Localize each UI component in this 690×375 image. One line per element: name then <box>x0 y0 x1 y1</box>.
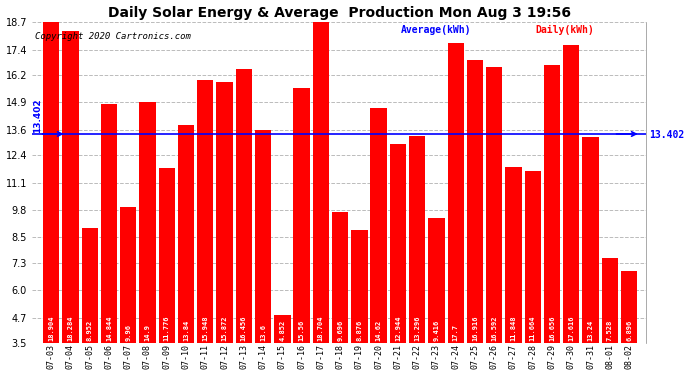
Text: 13.6: 13.6 <box>260 324 266 340</box>
Bar <box>313 22 329 343</box>
Bar <box>486 67 502 343</box>
Text: 14.9: 14.9 <box>144 324 150 340</box>
Bar <box>448 43 464 343</box>
Text: 13.296: 13.296 <box>414 315 420 340</box>
Bar <box>217 82 233 343</box>
Bar <box>505 167 522 343</box>
Text: 4.852: 4.852 <box>279 319 286 340</box>
Text: Daily(kWh): Daily(kWh) <box>536 26 595 35</box>
Text: 12.944: 12.944 <box>395 315 401 340</box>
Bar <box>563 45 580 343</box>
Bar <box>371 108 387 343</box>
Bar <box>409 136 425 343</box>
Text: 13.24: 13.24 <box>588 319 593 340</box>
Text: 16.592: 16.592 <box>491 315 497 340</box>
Text: 13.84: 13.84 <box>183 319 189 340</box>
Bar <box>602 258 618 343</box>
Text: Copyright 2020 Cartronics.com: Copyright 2020 Cartronics.com <box>35 32 191 41</box>
Bar <box>159 168 175 343</box>
Bar <box>293 88 310 343</box>
Text: 18.704: 18.704 <box>318 315 324 340</box>
Text: 6.896: 6.896 <box>626 319 632 340</box>
Text: 8.876: 8.876 <box>357 319 362 340</box>
Bar <box>544 65 560 343</box>
Text: 14.62: 14.62 <box>375 319 382 340</box>
Text: 13.402: 13.402 <box>33 98 42 133</box>
Text: 11.664: 11.664 <box>530 315 535 340</box>
Text: 17.7: 17.7 <box>453 324 459 340</box>
Text: 17.616: 17.616 <box>569 315 574 340</box>
Text: 11.848: 11.848 <box>511 315 517 340</box>
Bar <box>351 230 368 343</box>
Bar <box>428 218 444 343</box>
Text: 16.916: 16.916 <box>472 315 478 340</box>
Text: 9.96: 9.96 <box>125 324 131 340</box>
Bar <box>101 104 117 343</box>
Bar <box>621 272 638 343</box>
Text: 14.844: 14.844 <box>106 315 112 340</box>
Bar <box>197 80 213 343</box>
Bar <box>62 31 79 343</box>
Text: 15.948: 15.948 <box>202 315 208 340</box>
Bar <box>81 228 98 343</box>
Text: 16.656: 16.656 <box>549 315 555 340</box>
Title: Daily Solar Energy & Average  Production Mon Aug 3 19:56: Daily Solar Energy & Average Production … <box>108 6 571 20</box>
Text: 18.284: 18.284 <box>68 315 73 340</box>
Bar <box>139 102 156 343</box>
Text: 9.696: 9.696 <box>337 319 343 340</box>
Bar <box>274 315 290 343</box>
Bar <box>467 60 483 343</box>
Bar <box>43 18 59 343</box>
Bar <box>178 125 194 343</box>
Bar <box>120 207 137 343</box>
Bar <box>390 144 406 343</box>
Text: Average(kWh): Average(kWh) <box>401 26 471 35</box>
Text: 7.528: 7.528 <box>607 319 613 340</box>
Bar <box>255 130 271 343</box>
Text: 16.456: 16.456 <box>241 315 247 340</box>
Text: 15.872: 15.872 <box>221 315 228 340</box>
Text: 8.952: 8.952 <box>87 319 92 340</box>
Bar <box>235 69 252 343</box>
Bar <box>582 137 599 343</box>
Bar <box>332 212 348 343</box>
Text: 18.904: 18.904 <box>48 315 55 340</box>
Text: 11.776: 11.776 <box>164 315 170 340</box>
Text: 15.56: 15.56 <box>299 319 304 340</box>
Text: 9.416: 9.416 <box>433 319 440 340</box>
Bar <box>524 171 541 343</box>
